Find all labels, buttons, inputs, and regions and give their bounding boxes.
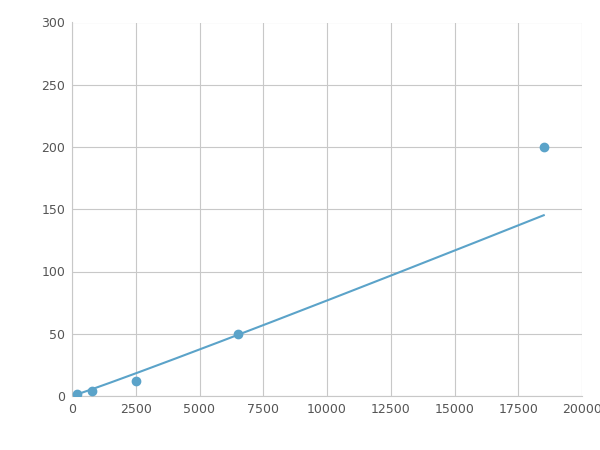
Point xyxy=(72,390,82,397)
Point xyxy=(131,378,140,385)
Point xyxy=(233,330,242,338)
Point xyxy=(539,144,548,151)
Point xyxy=(88,387,97,395)
